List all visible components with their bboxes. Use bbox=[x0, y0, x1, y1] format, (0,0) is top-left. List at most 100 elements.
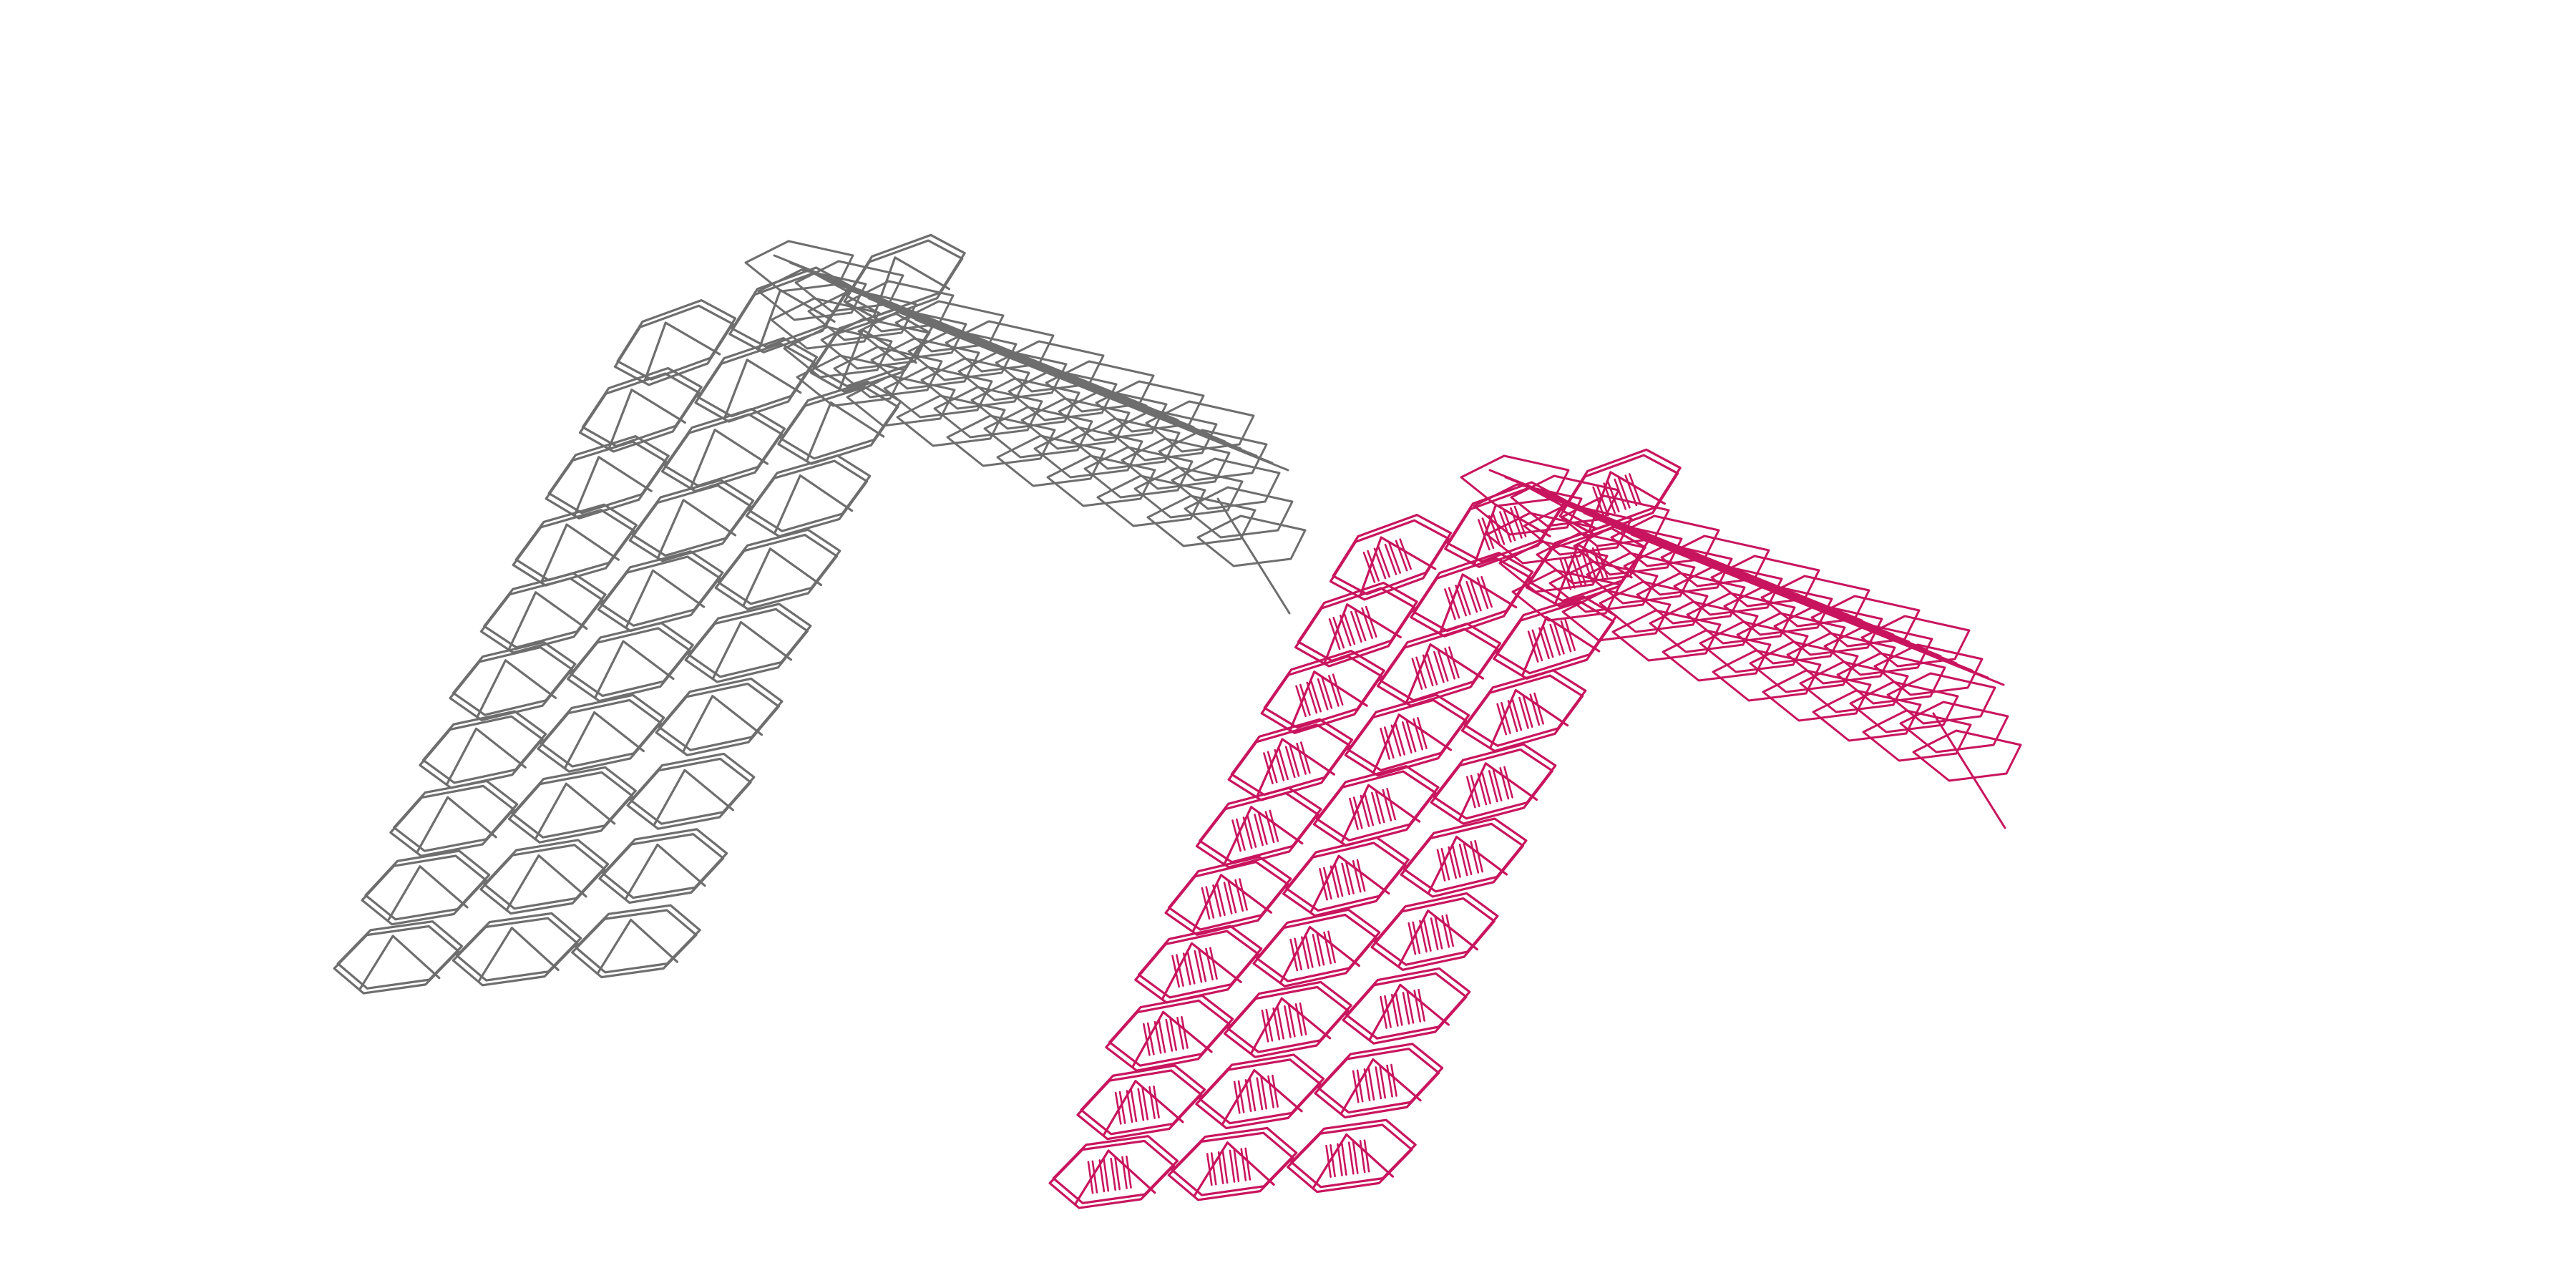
fan-cell bbox=[844, 280, 955, 333]
lattice-brace bbox=[1368, 983, 1450, 1041]
slot-joint bbox=[1294, 1002, 1307, 1036]
fan-cell bbox=[1171, 457, 1281, 510]
slot-joint bbox=[1373, 546, 1390, 580]
lattice-cell bbox=[655, 682, 780, 756]
fan-cell bbox=[1561, 589, 1672, 642]
slot-joint bbox=[1390, 723, 1406, 757]
fan-cell bbox=[995, 340, 1105, 393]
lattice-cell bbox=[389, 784, 515, 857]
lattice-brace bbox=[1279, 925, 1360, 984]
lattice-cell bbox=[1134, 930, 1259, 1004]
slot-joint bbox=[1206, 1152, 1217, 1186]
fan-cell bbox=[1749, 640, 1859, 693]
lattice-row bbox=[1134, 892, 1499, 1004]
slot-joint bbox=[1433, 650, 1449, 683]
slot-joint bbox=[1229, 1148, 1240, 1183]
slot-joint bbox=[1212, 883, 1226, 917]
lattice-brace bbox=[806, 401, 885, 462]
fan-strand bbox=[1630, 533, 2005, 686]
lattice-brace bbox=[358, 935, 441, 990]
lattice-brace bbox=[1131, 1010, 1213, 1068]
slot-joint bbox=[1624, 473, 1641, 507]
slot-joint bbox=[1455, 583, 1471, 617]
slot-joint bbox=[1312, 932, 1325, 967]
fan-cell bbox=[1649, 600, 1759, 653]
slot-joint bbox=[1430, 916, 1443, 950]
slot-joint bbox=[1325, 1143, 1336, 1179]
lattice-brace bbox=[1074, 1149, 1156, 1205]
lattice-cell bbox=[1402, 817, 1528, 893]
lattice-brace bbox=[711, 620, 793, 680]
slot-joint bbox=[1295, 683, 1311, 718]
lattice-cell bbox=[1076, 1069, 1203, 1141]
slot-joint bbox=[1413, 988, 1426, 1023]
lattice-cell bbox=[540, 693, 665, 768]
lattice-cell bbox=[1223, 985, 1350, 1058]
fan-cell bbox=[1045, 360, 1155, 413]
lattice-brace bbox=[723, 359, 802, 420]
lattice-cell bbox=[1290, 1118, 1417, 1189]
slot-joint bbox=[1264, 809, 1279, 844]
lattice-brace bbox=[1289, 670, 1368, 731]
slot-joint bbox=[1458, 842, 1473, 877]
gray-lattice-arch bbox=[333, 233, 1307, 995]
lattice-cell bbox=[1108, 994, 1234, 1067]
fan-cell bbox=[1096, 474, 1206, 527]
slot-joint bbox=[1375, 1065, 1387, 1100]
slot-joint bbox=[1518, 696, 1533, 729]
slot-joint bbox=[1349, 796, 1363, 830]
fan-cell bbox=[1810, 595, 1921, 648]
lattice-cell bbox=[452, 917, 579, 987]
fan-cell bbox=[894, 300, 1005, 353]
lattice-cell bbox=[1317, 1043, 1444, 1114]
lattice-cell bbox=[1345, 967, 1471, 1040]
lattice-cell bbox=[364, 849, 491, 921]
fan-cell bbox=[1599, 580, 1709, 633]
lattice-cell bbox=[393, 779, 519, 852]
slot-joint bbox=[1560, 619, 1576, 653]
lattice-row bbox=[479, 528, 841, 654]
lattice-brace bbox=[1309, 854, 1390, 914]
fan-cell bbox=[1662, 629, 1772, 682]
slot-joint bbox=[1337, 1142, 1347, 1176]
slot-joint bbox=[1448, 845, 1461, 879]
lattice-cell bbox=[537, 698, 662, 773]
slot-joint bbox=[1296, 741, 1311, 775]
slot-joint bbox=[1341, 862, 1355, 896]
slot-joint bbox=[1411, 656, 1427, 690]
lattice-cell bbox=[507, 771, 634, 844]
fan-cell bbox=[1710, 555, 1820, 608]
slot-joint bbox=[1261, 1008, 1274, 1043]
lattice-cell bbox=[717, 528, 841, 605]
lattice-cell bbox=[419, 715, 544, 789]
lattice-brace bbox=[1193, 1141, 1275, 1197]
fan-cell bbox=[920, 357, 1030, 410]
fan-cell bbox=[1860, 615, 1971, 668]
lattice-row bbox=[579, 307, 934, 453]
lattice-cell bbox=[570, 622, 694, 698]
slot-joint bbox=[1386, 1063, 1397, 1098]
lattice-cell bbox=[626, 757, 752, 830]
lattice-cell bbox=[1463, 669, 1587, 747]
lattice-brace bbox=[535, 782, 616, 840]
fan-cell bbox=[1460, 454, 1570, 507]
lattice-cell bbox=[663, 407, 786, 487]
fan-cell bbox=[1146, 494, 1257, 547]
lattice-cell bbox=[547, 435, 670, 514]
slot-joint bbox=[1441, 914, 1455, 948]
lattice-brace bbox=[653, 769, 734, 826]
lattice-brace bbox=[1397, 909, 1479, 967]
slot-joint bbox=[1422, 653, 1438, 687]
fan-cell bbox=[1046, 454, 1156, 507]
slot-joint bbox=[1384, 542, 1402, 575]
fan-cell bbox=[796, 354, 906, 407]
slot-joint bbox=[1361, 605, 1377, 639]
lattice-brace bbox=[1250, 997, 1332, 1055]
lattice-cell bbox=[1080, 1064, 1206, 1136]
slot-joint bbox=[1476, 575, 1493, 610]
fan-cell bbox=[1083, 446, 1194, 499]
lattice-cell bbox=[616, 299, 737, 381]
lattice-cell bbox=[483, 839, 610, 910]
lattice-row bbox=[1048, 1118, 1417, 1209]
lattice-brace bbox=[1323, 603, 1402, 664]
